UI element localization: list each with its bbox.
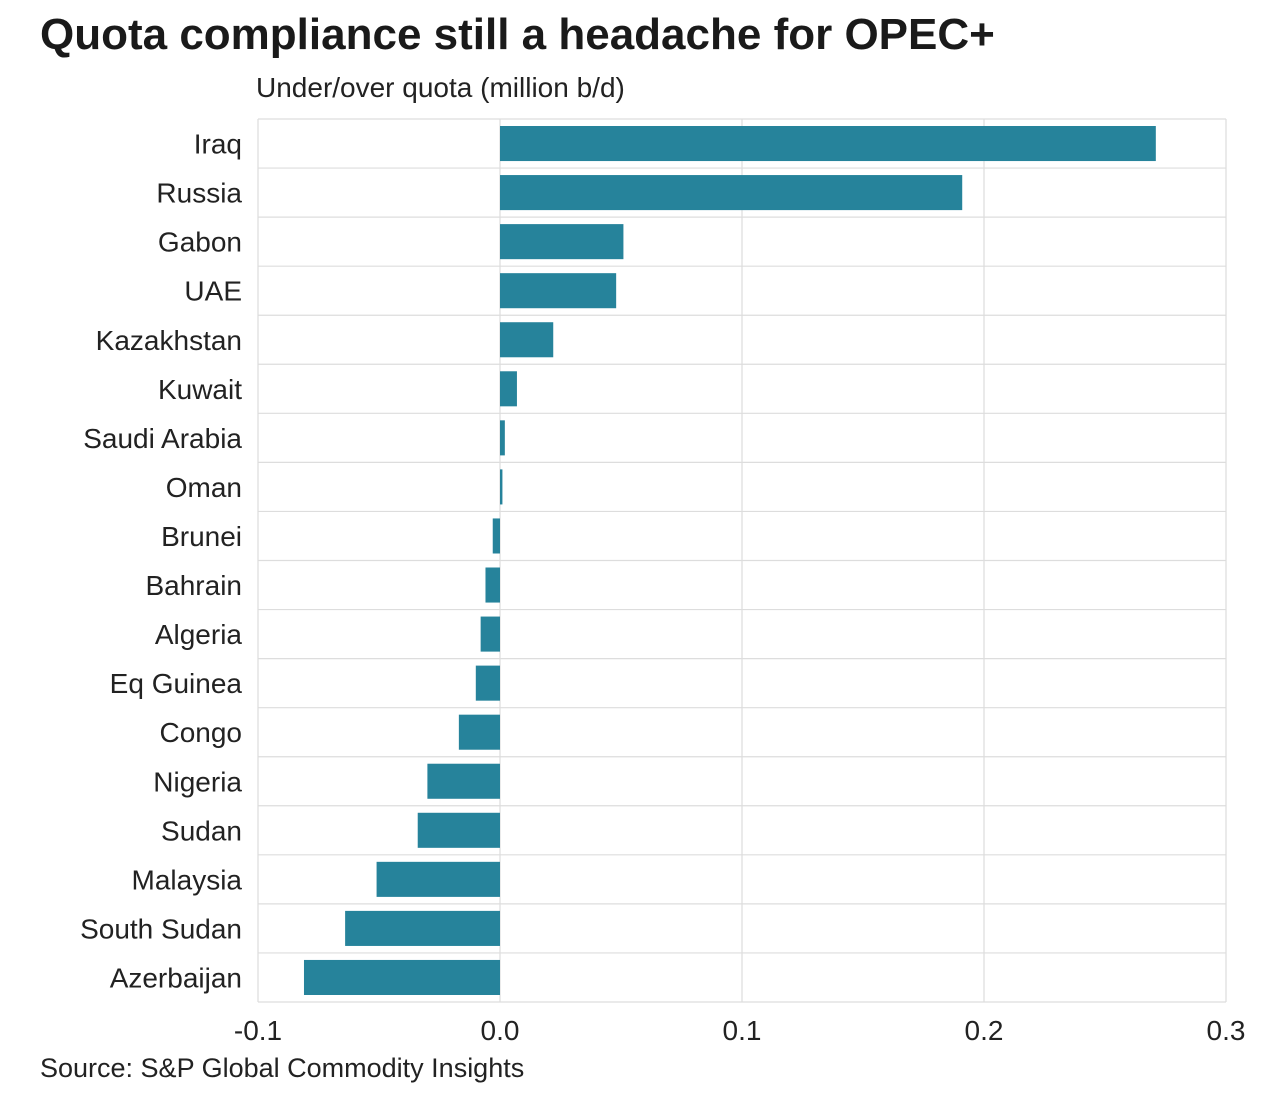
category-label: Bahrain — [145, 570, 242, 601]
grid-layer — [257, 118, 1227, 1003]
category-label: Sudan — [161, 815, 242, 846]
axis-unit-label: Under/over quota (million b/d) — [256, 72, 625, 103]
x-tick-label: 0.1 — [723, 1015, 762, 1046]
bar-oman — [500, 469, 503, 505]
category-label: Eq Guinea — [110, 668, 243, 699]
x-tick-label: 0.3 — [1207, 1015, 1246, 1046]
bar-saudi-arabia — [500, 420, 505, 456]
bar-eq-guinea — [475, 665, 500, 701]
bar-iraq — [500, 126, 1156, 162]
bar-congo — [458, 714, 500, 750]
x-tick-label: 0.0 — [481, 1015, 520, 1046]
x-tick-label: -0.1 — [234, 1015, 282, 1046]
category-label: Brunei — [161, 521, 242, 552]
chart-title: Quota compliance still a headache for OP… — [40, 10, 995, 59]
bar-gabon — [500, 224, 624, 260]
category-label: Kazakhstan — [96, 325, 242, 356]
bar-layer — [303, 126, 1156, 995]
category-label: UAE — [184, 276, 242, 307]
source-note: Source: S&P Global Commodity Insights — [40, 1053, 525, 1083]
x-tick-label-layer: -0.1 0.0 0.1 0.2 0.3 — [234, 1015, 1246, 1046]
category-label: Algeria — [155, 619, 243, 650]
category-label: Nigeria — [153, 766, 242, 797]
category-label-layer: Iraq Russia Gabon UAE Kazakhstan Kuwait Saudi … — [80, 129, 242, 994]
bar-azerbaijan — [303, 959, 500, 995]
bar-malaysia — [376, 861, 500, 897]
category-label: Iraq — [194, 129, 242, 160]
bar-russia — [500, 175, 963, 211]
category-label: Gabon — [158, 227, 242, 258]
category-label: Azerbaijan — [110, 962, 242, 993]
bar-algeria — [480, 616, 500, 652]
bar-sudan — [417, 812, 500, 848]
bar-kuwait — [500, 371, 517, 407]
bar-bahrain — [485, 567, 500, 603]
category-label: Kuwait — [158, 374, 242, 405]
x-tick-label: 0.2 — [965, 1015, 1004, 1046]
bar-uae — [500, 273, 617, 309]
category-label: Malaysia — [132, 864, 243, 895]
category-label: Congo — [159, 717, 242, 748]
category-label: South Sudan — [80, 913, 242, 944]
bar-kazakhstan — [500, 322, 554, 358]
bar-south-sudan — [345, 910, 500, 946]
bar-brunei — [492, 518, 500, 554]
category-label: Russia — [156, 178, 242, 209]
category-label: Oman — [166, 472, 242, 503]
category-label: Saudi Arabia — [83, 423, 242, 454]
bar-nigeria — [427, 763, 500, 799]
